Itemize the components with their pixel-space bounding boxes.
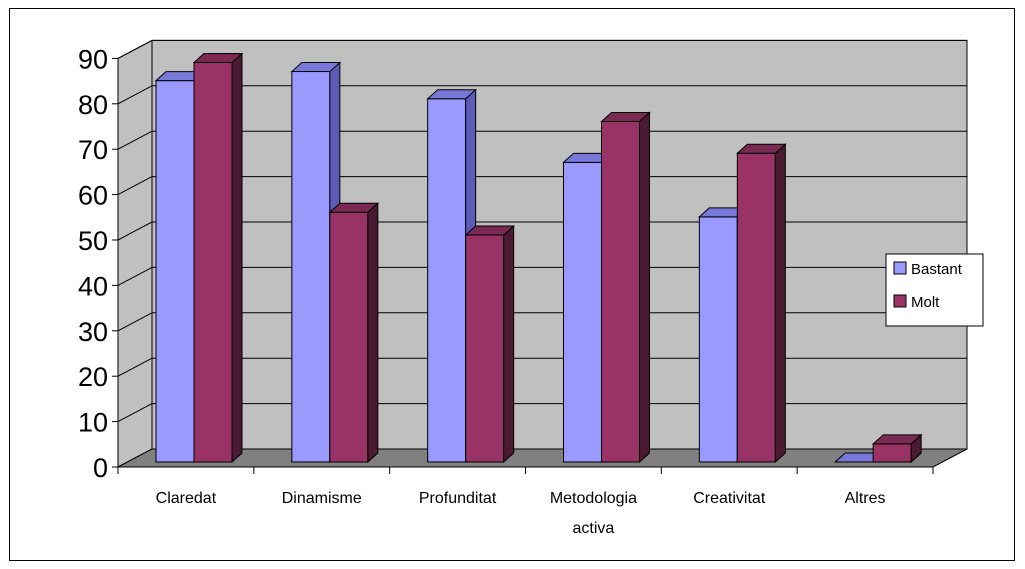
bar-side — [774, 143, 786, 464]
x-tick-label: Metodologia activa — [550, 490, 637, 537]
bar-side — [231, 52, 243, 464]
bar-molt-2 — [328, 202, 380, 464]
x-tick-label: Dinamisme — [282, 490, 362, 507]
bar-front — [193, 61, 233, 463]
gridline — [117, 221, 153, 241]
bar-molt-3 — [464, 224, 515, 464]
bar-side — [367, 202, 379, 464]
bar-front — [155, 80, 195, 463]
y-tick-label: 30 — [78, 317, 108, 347]
legend-swatch — [893, 294, 907, 308]
y-tick-label: 0 — [93, 453, 108, 483]
bar-bastant-2 — [290, 61, 342, 464]
bar-top — [192, 52, 244, 63]
y-tick-label: 90 — [78, 44, 108, 74]
bar-top — [290, 62, 342, 73]
y-tick-label: 50 — [78, 226, 108, 256]
gridline — [117, 403, 153, 423]
bar-front — [698, 216, 738, 463]
y-tick-label: 40 — [78, 271, 108, 301]
bar-chart: 0 10 20 30 40 50 60 70 80 90 Claredat Dinamisme Pro… — [78, 39, 984, 537]
bar-front — [601, 121, 640, 463]
x-tick-label: Altres — [845, 490, 886, 507]
bar-front — [872, 443, 912, 463]
bar-front — [329, 211, 369, 463]
x-tick-label: Profunditat — [419, 490, 497, 507]
legend-label: Molt — [911, 294, 940, 311]
x-tick-label: Claredat — [156, 490, 217, 507]
gridline — [117, 85, 153, 105]
back-wall — [151, 39, 968, 450]
bar-top — [736, 143, 787, 154]
bar-front — [465, 234, 505, 463]
bar-molt-6 — [871, 433, 923, 464]
bar-molt-4 — [600, 111, 651, 464]
gridline — [117, 266, 153, 286]
bar-front — [427, 98, 467, 463]
bar-top — [328, 202, 380, 213]
y-tick-label: 20 — [78, 362, 108, 392]
bar-side — [639, 111, 650, 464]
gridline — [117, 312, 153, 332]
bar-molt-5 — [736, 143, 787, 464]
gridline — [117, 176, 153, 196]
legend-label: Bastant — [911, 261, 963, 278]
legend: Bastant Molt — [885, 253, 984, 327]
legend-swatch — [893, 261, 907, 275]
bar-side — [503, 224, 515, 464]
y-tick-label: 80 — [78, 90, 108, 120]
chart-frame: 0 10 20 30 40 50 60 70 80 90 Claredat Dinamisme Pro… — [9, 8, 1015, 561]
y-tick-label: 10 — [78, 408, 108, 438]
gridline — [117, 130, 153, 150]
bar-front — [563, 161, 602, 463]
bar-top — [426, 89, 477, 100]
bar-front — [736, 152, 776, 463]
bar-top — [464, 225, 515, 236]
y-tick-label: 60 — [78, 181, 108, 211]
x-tick-label: Creativitat — [693, 490, 766, 507]
bar-front — [291, 71, 331, 463]
bar-molt-1 — [192, 52, 244, 464]
gridline — [117, 357, 153, 377]
gridline — [117, 39, 153, 59]
y-tick-label: 70 — [78, 135, 108, 165]
bar-top — [600, 112, 651, 122]
side-wall — [117, 39, 153, 468]
bar-top — [871, 434, 923, 445]
